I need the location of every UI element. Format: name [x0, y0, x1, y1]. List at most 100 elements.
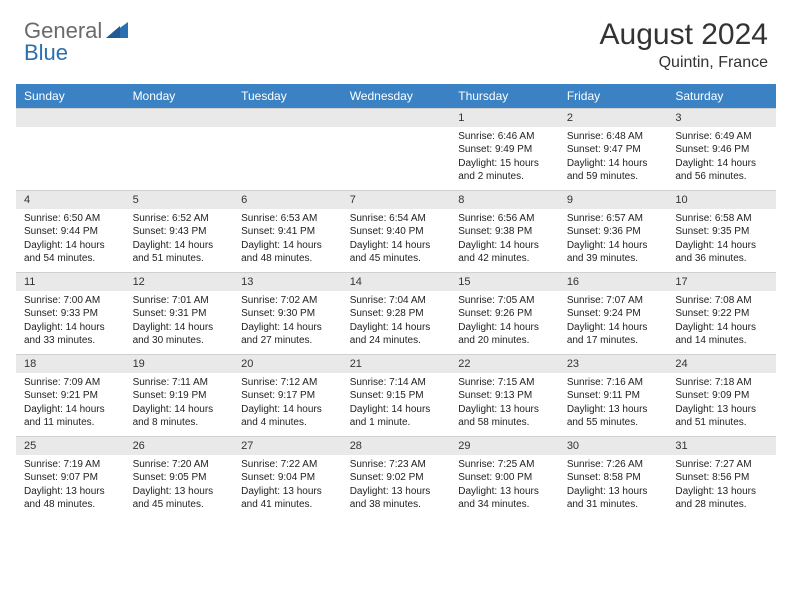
day-line: Sunset: 9:26 PM	[458, 307, 551, 321]
day-line: Sunrise: 7:16 AM	[567, 376, 660, 390]
day-number	[125, 109, 234, 127]
day-line: Sunset: 9:47 PM	[567, 143, 660, 157]
day-line: Sunset: 9:09 PM	[675, 389, 768, 403]
day-line: and 31 minutes.	[567, 498, 660, 512]
day-number	[233, 109, 342, 127]
day-content: Sunrise: 7:20 AMSunset: 9:05 PMDaylight:…	[125, 455, 234, 519]
dow-monday: Monday	[125, 84, 234, 109]
day-line: Sunrise: 7:20 AM	[133, 458, 226, 472]
day-line: Daylight: 13 hours	[241, 485, 334, 499]
day-line: and 24 minutes.	[350, 334, 443, 348]
day-content: Sunrise: 6:52 AMSunset: 9:43 PMDaylight:…	[125, 209, 234, 273]
day-number: 21	[342, 355, 451, 373]
day-content: Sunrise: 6:49 AMSunset: 9:46 PMDaylight:…	[667, 127, 776, 191]
day-line: and 17 minutes.	[567, 334, 660, 348]
day-content: Sunrise: 7:23 AMSunset: 9:02 PMDaylight:…	[342, 455, 451, 519]
day-number: 5	[125, 191, 234, 209]
day-line: Daylight: 13 hours	[675, 485, 768, 499]
day-number: 7	[342, 191, 451, 209]
day-number: 8	[450, 191, 559, 209]
day-line: Daylight: 14 hours	[567, 321, 660, 335]
day-line: Daylight: 14 hours	[350, 321, 443, 335]
day-line: Sunset: 8:58 PM	[567, 471, 660, 485]
day-number: 16	[559, 273, 668, 291]
day-line: Sunset: 9:44 PM	[24, 225, 117, 239]
day-line: Daylight: 14 hours	[567, 239, 660, 253]
day-number	[16, 109, 125, 127]
day-line: Sunset: 9:35 PM	[675, 225, 768, 239]
day-number: 23	[559, 355, 668, 373]
day-line: and 20 minutes.	[458, 334, 551, 348]
day-content: Sunrise: 7:02 AMSunset: 9:30 PMDaylight:…	[233, 291, 342, 355]
day-line: Sunset: 9:22 PM	[675, 307, 768, 321]
day-line: Sunrise: 7:12 AM	[241, 376, 334, 390]
day-line: Daylight: 14 hours	[133, 403, 226, 417]
day-content: Sunrise: 6:46 AMSunset: 9:49 PMDaylight:…	[450, 127, 559, 191]
day-line: Daylight: 14 hours	[567, 157, 660, 171]
day-number: 18	[16, 355, 125, 373]
day-line: Sunset: 9:19 PM	[133, 389, 226, 403]
day-content-row: Sunrise: 7:19 AMSunset: 9:07 PMDaylight:…	[16, 455, 776, 519]
day-number: 10	[667, 191, 776, 209]
day-content: Sunrise: 7:15 AMSunset: 9:13 PMDaylight:…	[450, 373, 559, 437]
day-line: Daylight: 14 hours	[458, 239, 551, 253]
day-content: Sunrise: 7:25 AMSunset: 9:00 PMDaylight:…	[450, 455, 559, 519]
day-number: 20	[233, 355, 342, 373]
day-content: Sunrise: 7:01 AMSunset: 9:31 PMDaylight:…	[125, 291, 234, 355]
day-line: Sunset: 9:07 PM	[24, 471, 117, 485]
day-line: Sunset: 8:56 PM	[675, 471, 768, 485]
day-line: and 30 minutes.	[133, 334, 226, 348]
day-number: 9	[559, 191, 668, 209]
day-number-row: 45678910	[16, 191, 776, 209]
day-line: and 1 minute.	[350, 416, 443, 430]
day-line: Sunset: 9:21 PM	[24, 389, 117, 403]
location: Quintin, France	[600, 54, 768, 72]
day-line: Sunrise: 6:46 AM	[458, 130, 551, 144]
day-number: 24	[667, 355, 776, 373]
day-line: Sunset: 9:31 PM	[133, 307, 226, 321]
day-content: Sunrise: 6:50 AMSunset: 9:44 PMDaylight:…	[16, 209, 125, 273]
day-line: Sunrise: 7:09 AM	[24, 376, 117, 390]
dow-thursday: Thursday	[450, 84, 559, 109]
day-number: 1	[450, 109, 559, 127]
day-number: 3	[667, 109, 776, 127]
day-line: Daylight: 14 hours	[241, 321, 334, 335]
day-line: Daylight: 13 hours	[458, 485, 551, 499]
day-line: and 51 minutes.	[675, 416, 768, 430]
day-line: and 45 minutes.	[133, 498, 226, 512]
day-content: Sunrise: 7:04 AMSunset: 9:28 PMDaylight:…	[342, 291, 451, 355]
day-line: and 56 minutes.	[675, 170, 768, 184]
day-line: Daylight: 14 hours	[133, 321, 226, 335]
dow-friday: Friday	[559, 84, 668, 109]
day-line: Sunrise: 7:01 AM	[133, 294, 226, 308]
day-line: and 8 minutes.	[133, 416, 226, 430]
day-number: 28	[342, 437, 451, 455]
day-line: and 27 minutes.	[241, 334, 334, 348]
day-line: Sunrise: 7:08 AM	[675, 294, 768, 308]
day-line: Sunrise: 7:25 AM	[458, 458, 551, 472]
triangle-icon	[106, 18, 128, 44]
day-number: 11	[16, 273, 125, 291]
day-number-row: 18192021222324	[16, 355, 776, 373]
day-line: Sunset: 9:02 PM	[350, 471, 443, 485]
day-line: Sunset: 9:15 PM	[350, 389, 443, 403]
day-line: Daylight: 15 hours	[458, 157, 551, 171]
day-line: Sunrise: 6:54 AM	[350, 212, 443, 226]
day-content-row: Sunrise: 7:09 AMSunset: 9:21 PM Daylight:…	[16, 373, 776, 437]
day-content: Sunrise: 7:26 AMSunset: 8:58 PMDaylight:…	[559, 455, 668, 519]
day-line: Sunrise: 6:57 AM	[567, 212, 660, 226]
day-line: Sunrise: 6:58 AM	[675, 212, 768, 226]
day-content	[233, 127, 342, 191]
day-line: Daylight: 14 hours	[675, 157, 768, 171]
day-line: Daylight: 14 hours	[24, 239, 117, 253]
day-line: Sunrise: 7:18 AM	[675, 376, 768, 390]
day-line: Sunset: 9:30 PM	[241, 307, 334, 321]
day-line: and 14 minutes.	[675, 334, 768, 348]
day-line: and 48 minutes.	[241, 252, 334, 266]
day-line: Sunrise: 6:49 AM	[675, 130, 768, 144]
day-line: and 42 minutes.	[458, 252, 551, 266]
day-line: and 33 minutes.	[24, 334, 117, 348]
day-line: Sunrise: 7:22 AM	[241, 458, 334, 472]
day-line: Sunset: 9:38 PM	[458, 225, 551, 239]
day-line: Sunrise: 7:11 AM	[133, 376, 226, 390]
